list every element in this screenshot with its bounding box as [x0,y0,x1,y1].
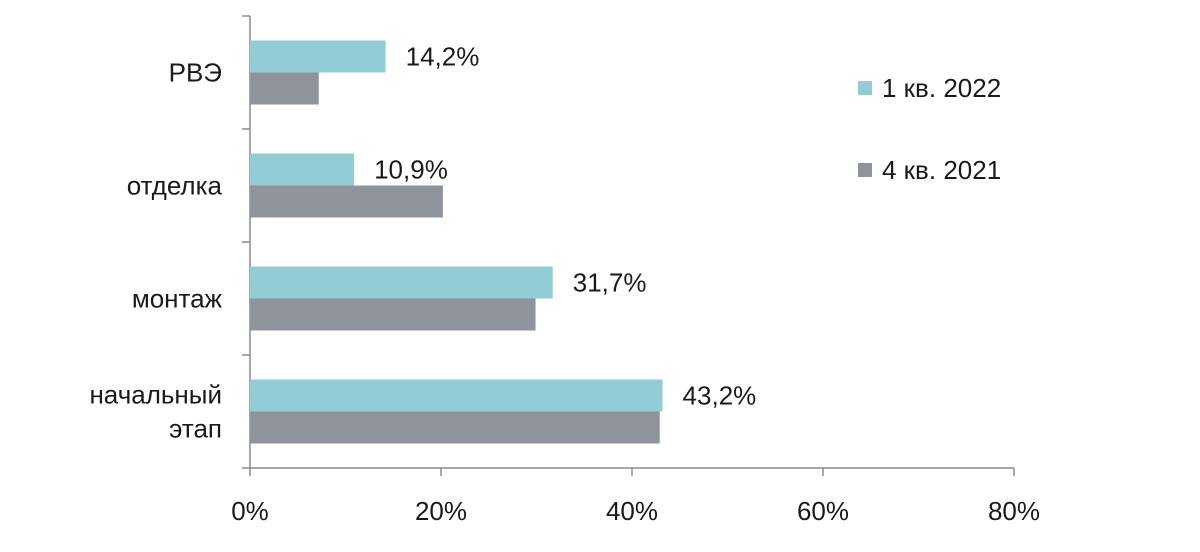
category-label: монтаж [132,284,223,314]
bar-series-2 [250,185,443,218]
x-tick-label: 60% [797,496,849,526]
category-label-line: начальный [89,380,222,410]
x-tick-label: 80% [988,496,1040,526]
bar-series-1 [250,266,553,299]
category-label-line: РВЭ [169,58,222,88]
bar-series-2 [250,72,319,105]
bar-series-2 [250,411,660,444]
data-labels: 14,2% 10,9% 31,7% 43,2% [374,42,756,411]
legend-label: 4 кв. 2021 [882,155,1001,185]
x-tick-label: 0% [231,496,269,526]
x-tick-labels: 0% 20% 40% 60% 80% [231,496,1040,526]
legend: 1 кв. 2022 4 кв. 2021 [858,73,1001,185]
legend-label: 1 кв. 2022 [882,73,1001,103]
bars [250,40,663,444]
legend-swatch [858,81,872,95]
bar-series-1 [250,153,355,186]
bar-series-1 [250,40,386,73]
x-tick-label: 40% [606,496,658,526]
legend-swatch [858,163,872,177]
category-label: отделка [127,171,223,201]
data-label: 31,7% [573,268,647,298]
bar-series-1 [250,379,663,412]
data-label: 43,2% [683,381,757,411]
bar-series-2 [250,298,536,331]
category-labels: РВЭ отделка монтаж начальный этап [89,58,222,444]
data-label: 10,9% [374,155,448,185]
data-label: 14,2% [406,42,480,72]
category-label-line: отделка [127,171,223,201]
x-tick-label: 20% [415,496,467,526]
category-label-line: монтаж [132,284,223,314]
category-label-line: этап [169,414,222,444]
category-label: начальный этап [89,380,222,444]
category-label: РВЭ [169,58,222,88]
